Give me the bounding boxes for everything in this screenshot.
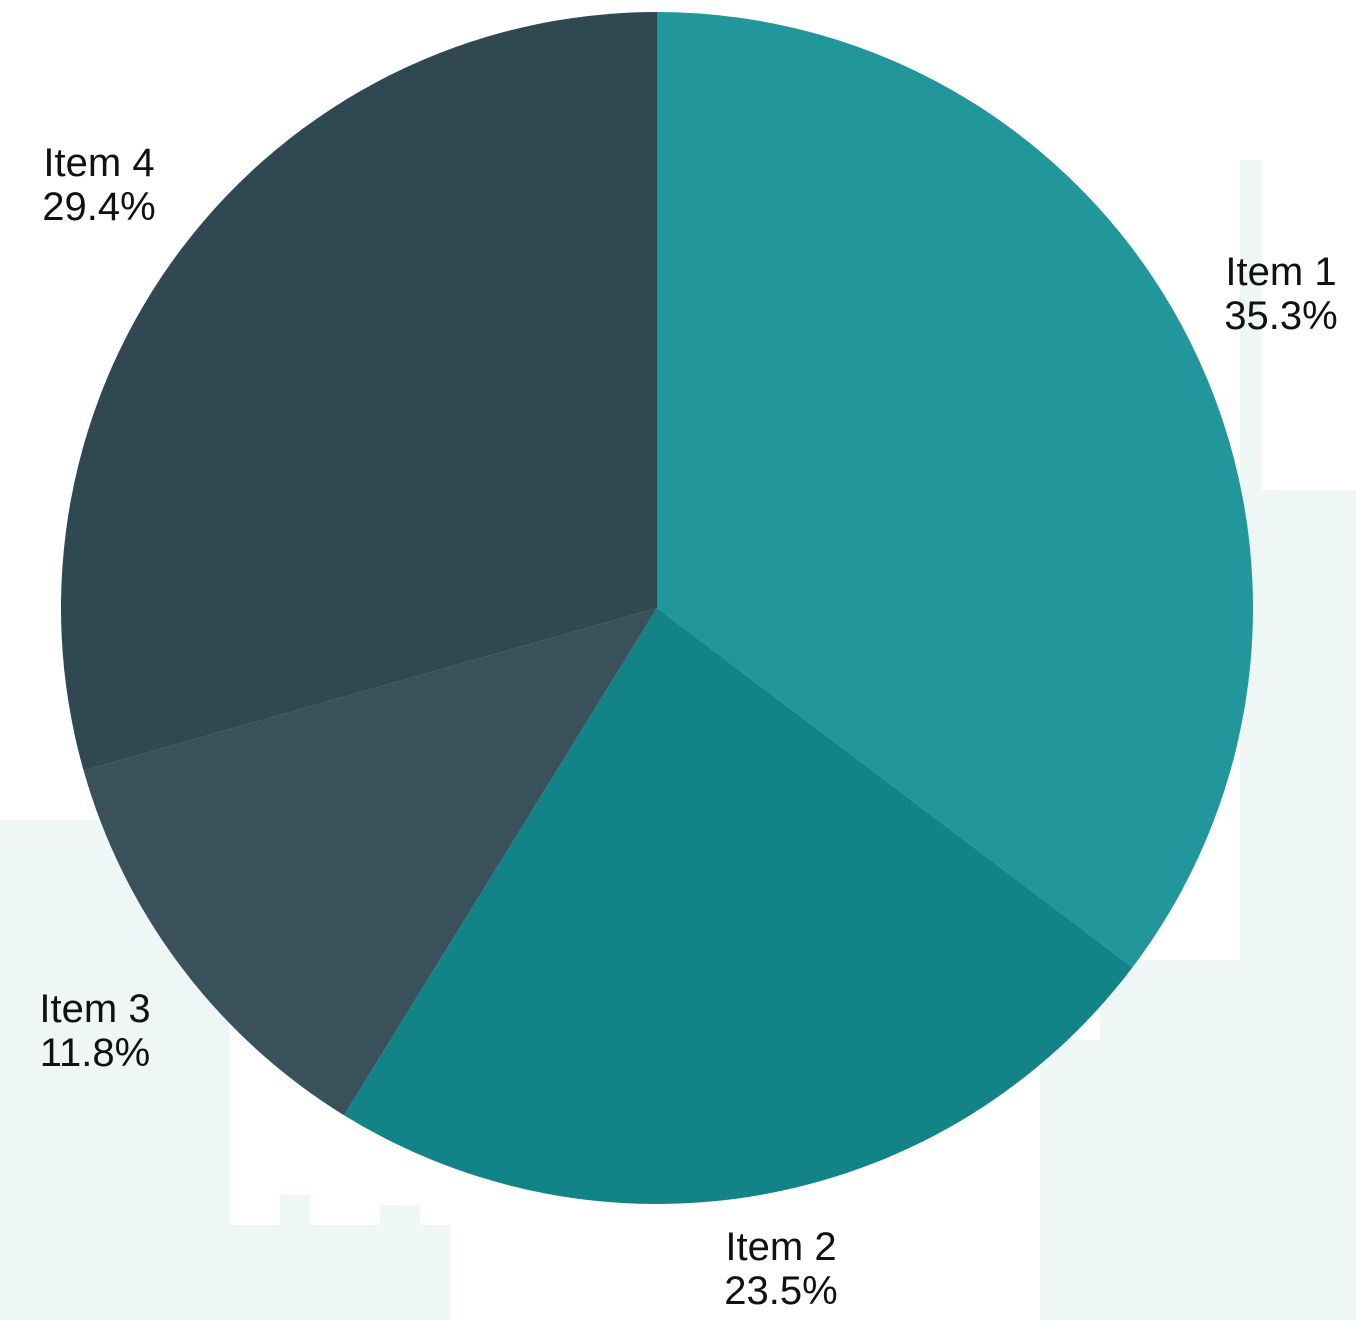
pie-labels: Item 135.3% Item 223.5% Item 311.8% Item 42… (39, 141, 1337, 1313)
slice-label-4: Item 4 (43, 141, 154, 185)
slice-label-3: Item 3 (39, 987, 150, 1031)
pie-slice-item-1 (657, 12, 1253, 968)
pie-slices (60, 12, 1253, 1204)
slice-percent-2: 23.5% (724, 1269, 837, 1313)
slice-percent-3: 11.8% (40, 1031, 150, 1075)
slice-percent-4: 29.4% (42, 185, 155, 229)
pie-slice-item-2 (343, 608, 1133, 1204)
slice-label-2: Item 2 (725, 1225, 836, 1269)
slice-label-1: Item 1 (1225, 250, 1336, 294)
pie-slice-item-4 (60, 12, 657, 771)
pie-slice-item-3 (83, 608, 657, 1116)
slice-percent-1: 35.3% (1224, 294, 1337, 338)
